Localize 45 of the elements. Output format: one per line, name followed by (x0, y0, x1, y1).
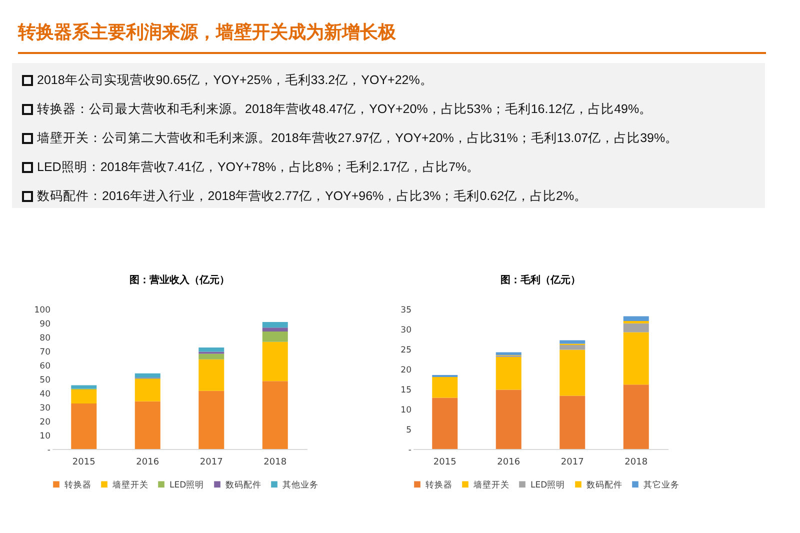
y-tick-label: 20 (400, 366, 412, 376)
text: LED照明：2018年营收7.41亿，YOY+78%，占比8%；毛利2.17亿，占比7%。 (37, 159, 480, 176)
text: 墙壁开关：公司第二大营收和毛利来源。2018年营收27.97亿，YOY+20%，占比31%；毛利13.07亿，占比39%。 (37, 130, 678, 147)
y-tick-label: 40 (40, 390, 50, 400)
y-tick-label: 50 (40, 376, 50, 386)
y-tick-label: 10 (40, 432, 50, 442)
chart-title: 图：营业收入（亿元） (130, 274, 230, 286)
legend-label: 数码配件 (226, 479, 262, 490)
x-tick-label: 2016 (497, 458, 520, 468)
y-tick-label: 100 (34, 306, 50, 316)
legend-label: 转换器 (426, 479, 452, 490)
y-tick-label: - (47, 446, 50, 456)
chart-title: 图：毛利（亿元） (500, 274, 580, 286)
y-tick-label: - (408, 446, 412, 456)
y-tick-label: 30 (400, 326, 412, 336)
y-tick-label: 10 (400, 406, 412, 416)
x-tick-label: 2017 (560, 458, 584, 468)
text: 2018年公司实现营收90.65亿，YOY+25%，毛利33.2亿，YOY+22%。 (37, 72, 433, 89)
y-tick-label: 15 (400, 386, 412, 396)
x-tick-label: 2015 (72, 458, 96, 468)
y-tick-label: 90 (40, 320, 50, 330)
legend-label: 其他业务 (282, 479, 318, 490)
y-tick-label: 70 (40, 348, 50, 358)
text: 转换器：公司最大营收和毛利来源。2018年营收48.47亿，YOY+20%，占比53%；毛利16.12亿，占比49%。 (37, 101, 652, 118)
x-tick-label: 2016 (136, 458, 160, 468)
y-tick-label: 60 (40, 362, 50, 372)
y-tick-label: 25 (400, 346, 412, 356)
y-tick-label: 20 (40, 418, 50, 428)
legend-label: 墙壁开关 (112, 479, 148, 490)
x-tick-label: 2018 (624, 458, 648, 468)
legend-label: LED照明 (170, 479, 204, 490)
legend-label: 其它业务 (644, 479, 680, 490)
y-tick-label: 5 (406, 426, 412, 436)
legend-label: 墙壁开关 (472, 479, 510, 490)
text: 转换器系主要利润来源，墙壁开关成为新增长极 (18, 20, 766, 54)
legend-label: 转换器 (64, 479, 92, 490)
legend-label: 数码配件 (586, 479, 622, 490)
y-tick-label: 35 (400, 306, 412, 316)
legend-label: LED照明 (530, 479, 566, 490)
x-tick-label: 2015 (433, 458, 456, 468)
x-tick-label: 2018 (264, 458, 287, 468)
x-tick-label: 2017 (200, 458, 223, 468)
text: 数码配件：2016年进入行业，2018年营收2.77亿，YOY+96%，占比3%；毛利0.62亿，占比2%。 (37, 188, 588, 205)
y-tick-label: 30 (40, 404, 50, 414)
y-tick-label: 80 (40, 334, 50, 344)
